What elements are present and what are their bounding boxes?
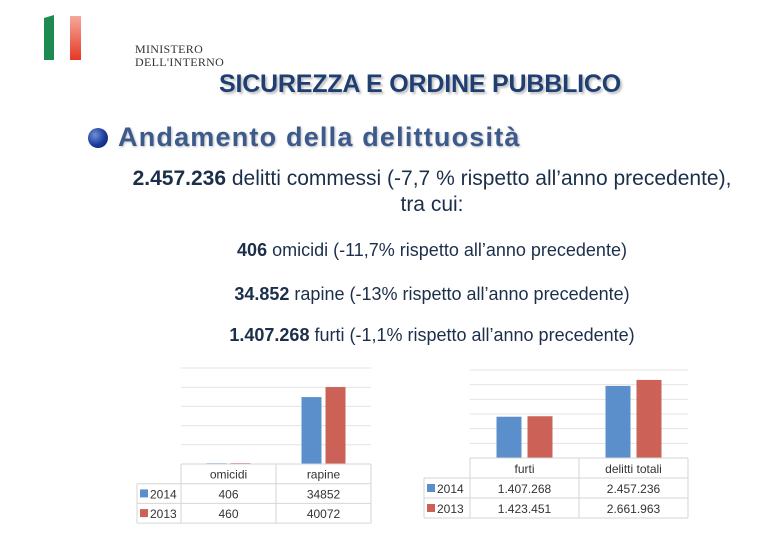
bar-2013-rapine xyxy=(325,387,346,464)
stat-omicidi: 406 omicidi (-11,7% rispetto all’anno pr… xyxy=(237,240,627,260)
data-value: 1.423.451 xyxy=(498,502,552,516)
italian-flag-logo-icon xyxy=(44,15,81,67)
data-value: 406 xyxy=(218,487,238,501)
ministry-logo: MINISTERO DELL'INTERNO xyxy=(40,12,224,69)
legend-swatch-2014 xyxy=(427,484,435,492)
slide-title: SICUREZZA E ORDINE PUBBLICO xyxy=(218,70,622,98)
data-value: 1.407.268 xyxy=(498,482,552,496)
legend-label: 2013 xyxy=(437,502,464,516)
category-label: rapine xyxy=(307,468,341,482)
bar-2013-delitti-totali xyxy=(636,379,662,458)
data-value: 460 xyxy=(218,507,238,521)
legend-swatch-2014 xyxy=(140,489,148,498)
intro-text: 2.457.236 delitti commessi (-7,7 % rispe… xyxy=(132,167,732,216)
bar-2014-delitti-totali xyxy=(605,385,631,458)
data-value: 2.457.236 xyxy=(607,482,661,496)
legend-label: 2014 xyxy=(437,482,464,496)
legend-label: 2014 xyxy=(150,487,177,501)
legend-swatch-2013 xyxy=(427,504,435,512)
stat-rapine: 34.852 rapine (-13% rispetto all’anno pr… xyxy=(234,284,630,304)
bar-2014-rapine xyxy=(301,397,322,464)
bar-2014-furti xyxy=(496,416,522,458)
stat-furti: 1.407.268 furti (-1,1% rispetto all’anno… xyxy=(229,325,635,345)
legend-label: 2013 xyxy=(150,507,177,521)
data-value: 40072 xyxy=(307,507,341,521)
bullet-icon xyxy=(88,128,108,148)
category-label: furti xyxy=(514,462,534,476)
category-label: delitti totali xyxy=(605,462,662,476)
logo-text: MINISTERO DELL'INTERNO xyxy=(135,42,225,69)
category-label: omicidi xyxy=(210,468,247,482)
legend-swatch-2013 xyxy=(140,509,148,518)
bar-2013-furti xyxy=(527,416,553,458)
section-heading: Andamento della delittuosità xyxy=(118,122,521,152)
data-value: 2.661.963 xyxy=(607,502,661,516)
data-value: 34852 xyxy=(307,487,341,501)
